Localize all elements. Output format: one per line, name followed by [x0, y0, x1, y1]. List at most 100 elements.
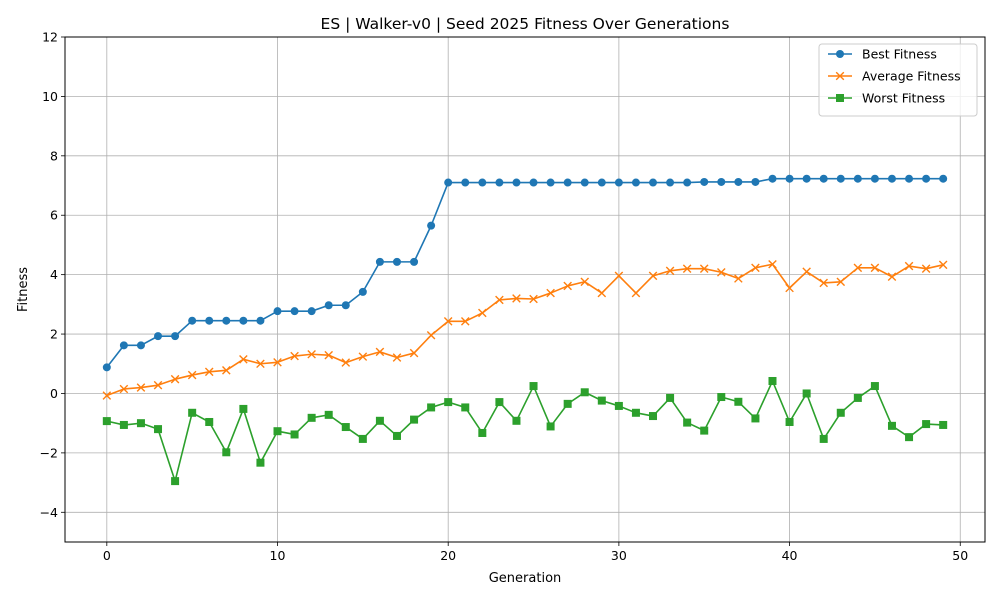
average-fitness-point: [768, 259, 777, 269]
average-fitness-point: [631, 288, 641, 298]
average-fitness-point: [870, 263, 880, 273]
worst-fitness-point: [324, 410, 333, 419]
worst-fitness-point: [341, 423, 350, 432]
worst-fitness-point: [256, 458, 265, 467]
worst-fitness-point: [461, 403, 470, 412]
average-fitness-point: [375, 347, 385, 357]
best-fitness-point: [734, 177, 743, 186]
x-marker-stroke: [836, 277, 846, 287]
x-marker-stroke: [409, 348, 419, 358]
x-tick-label: 40: [782, 548, 798, 563]
average-fitness-point: [341, 358, 351, 367]
x-marker-stroke: [631, 288, 641, 298]
worst-fitness-point: [614, 401, 623, 410]
x-marker-stroke: [529, 294, 538, 304]
best-fitness-point: [290, 307, 299, 316]
x-marker-stroke: [119, 384, 129, 394]
x-tick-label: 20: [440, 548, 456, 563]
worst-fitness-point: [427, 403, 436, 412]
average-fitness-point: [665, 266, 675, 276]
worst-fitness-point: [905, 433, 914, 442]
worst-fitness-point: [939, 420, 948, 429]
x-marker-stroke: [614, 271, 624, 281]
y-tick-label: −2: [40, 445, 58, 460]
x-marker-stroke: [597, 288, 607, 298]
x-marker-stroke: [580, 277, 590, 287]
best-fitness-point: [870, 174, 879, 183]
best-fitness-point: [239, 316, 248, 325]
best-fitness-point: [427, 221, 436, 230]
x-marker-stroke: [802, 267, 811, 276]
average-fitness-point: [614, 271, 624, 281]
worst-fitness-point: [768, 376, 777, 385]
worst-fitness-point: [171, 477, 180, 486]
x-marker-stroke: [273, 357, 282, 367]
average-fitness-point: [290, 351, 299, 361]
worst-fitness-point: [154, 425, 163, 434]
x-marker-stroke: [392, 353, 402, 362]
best-fitness-point: [392, 257, 401, 266]
worst-fitness-point: [222, 448, 231, 457]
x-marker-stroke: [768, 259, 777, 269]
best-fitness-point: [768, 174, 777, 183]
worst-fitness-point: [375, 416, 384, 425]
x-marker-stroke: [170, 374, 180, 384]
x-marker-stroke: [204, 367, 214, 377]
x-marker-stroke: [102, 391, 112, 400]
legend-marker: [836, 50, 844, 58]
average-fitness-point: [358, 352, 368, 361]
worst-fitness-point: [734, 397, 743, 406]
worst-fitness-point: [563, 399, 572, 408]
average-fitness-point: [409, 348, 419, 358]
average-fitness-point: [580, 277, 590, 287]
best-fitness-point: [836, 174, 845, 183]
worst-fitness-point: [802, 389, 811, 398]
average-fitness-point: [529, 294, 538, 304]
worst-fitness-point: [580, 388, 589, 397]
average-fitness-point: [392, 353, 402, 362]
average-fitness-point: [239, 355, 248, 364]
legend-label: Average Fitness: [862, 69, 961, 84]
x-marker-stroke: [375, 347, 385, 357]
x-marker-stroke: [648, 271, 658, 281]
worst-fitness-point: [666, 393, 675, 402]
average-fitness-point: [648, 271, 658, 281]
worst-fitness-point: [478, 428, 487, 437]
y-tick-label: 8: [50, 148, 58, 163]
x-marker-stroke: [341, 358, 351, 367]
best-fitness-point: [324, 301, 333, 310]
average-fitness-point: [716, 267, 726, 277]
x-marker-stroke: [222, 366, 231, 375]
x-marker-stroke: [239, 355, 248, 364]
best-fitness-point: [563, 178, 572, 187]
best-fitness-point: [785, 174, 794, 183]
best-fitness-point: [631, 178, 640, 187]
worst-fitness-point: [290, 430, 299, 439]
worst-fitness-point: [922, 420, 931, 429]
worst-fitness-point: [853, 393, 862, 402]
x-marker-stroke: [785, 283, 794, 293]
best-fitness-point: [341, 301, 350, 310]
x-marker-stroke: [887, 272, 897, 282]
best-fitness-point: [717, 177, 726, 186]
average-fitness-point: [938, 260, 948, 270]
worst-fitness-point: [205, 417, 214, 426]
x-marker-stroke: [716, 267, 726, 277]
y-tick-label: 10: [42, 89, 58, 104]
x-marker-stroke: [751, 263, 760, 273]
x-marker-stroke: [819, 278, 828, 288]
y-tick-label: −4: [40, 505, 58, 520]
x-marker-stroke: [153, 380, 163, 390]
worst-fitness-point: [410, 415, 419, 424]
x-marker-stroke: [256, 359, 265, 369]
average-fitness-point: [597, 288, 607, 298]
average-fitness-point: [887, 272, 897, 282]
worst-fitness-point: [546, 422, 555, 431]
best-fitness-point: [119, 341, 128, 350]
worst-fitness-point: [529, 382, 538, 391]
worst-fitness-point: [188, 408, 197, 417]
best-fitness-point: [461, 178, 470, 187]
average-fitness-point: [222, 366, 231, 375]
average-fitness-point: [307, 349, 316, 359]
best-fitness-point: [136, 341, 145, 350]
